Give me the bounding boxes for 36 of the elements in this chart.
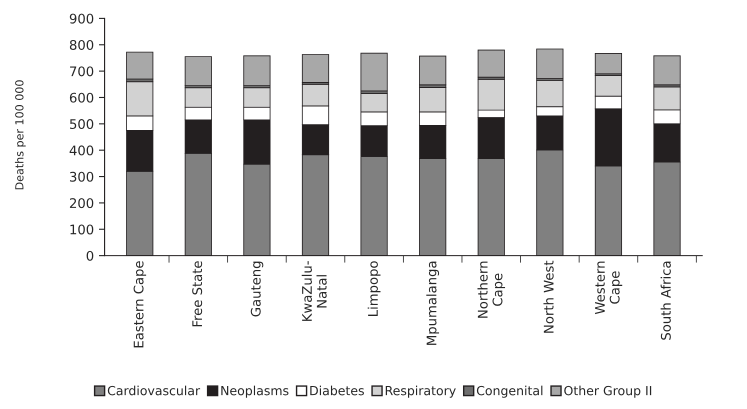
x-tick-label: South Africa <box>660 262 671 340</box>
x-tick-label: Northern Cape <box>477 262 506 318</box>
y-tick-label: 800 <box>70 40 94 50</box>
y-tick-label: 300 <box>70 172 94 182</box>
bar <box>419 56 446 86</box>
bar <box>478 50 505 78</box>
bar <box>360 52 388 92</box>
y-tick-label: 100 <box>70 224 94 234</box>
x-tick-label: North West <box>543 260 554 333</box>
bar <box>653 55 681 86</box>
y-tick-label: 600 <box>70 92 94 103</box>
legend-label: Congenital <box>476 386 542 398</box>
x-tick-label: Mpumalanga <box>426 262 440 345</box>
x-tick-label: Free State <box>192 261 202 326</box>
y-tick-label: 700 <box>70 66 94 76</box>
bar <box>536 48 564 79</box>
x-tick-label: Western Cape <box>595 262 622 314</box>
bar <box>184 56 212 86</box>
y-tick-label: 200 <box>70 198 94 208</box>
y-tick-label: 0 <box>86 250 94 261</box>
x-tick-label: Eastern Cape <box>134 261 146 348</box>
y-tick-label: 500 <box>70 119 94 130</box>
legend-label: Neoplasms <box>221 386 288 398</box>
bar <box>594 53 622 74</box>
y-axis-title: Deaths per 100 000 <box>14 80 26 190</box>
x-tick-label: KwaZulu- Natal <box>302 261 327 321</box>
legend-label: Other Group II <box>564 386 652 398</box>
x-tick-label: Limpopo <box>368 261 380 316</box>
y-tick-label: 400 <box>70 145 94 156</box>
x-tick-label: Gauteng <box>250 262 264 316</box>
y-tick-label: 900 <box>70 14 94 24</box>
legend-label: Cardiovascular <box>108 386 200 396</box>
bar <box>126 52 154 80</box>
legend-label: Diabetes <box>310 386 364 396</box>
legend-label: Respiratory <box>386 386 456 398</box>
bar <box>243 55 271 86</box>
